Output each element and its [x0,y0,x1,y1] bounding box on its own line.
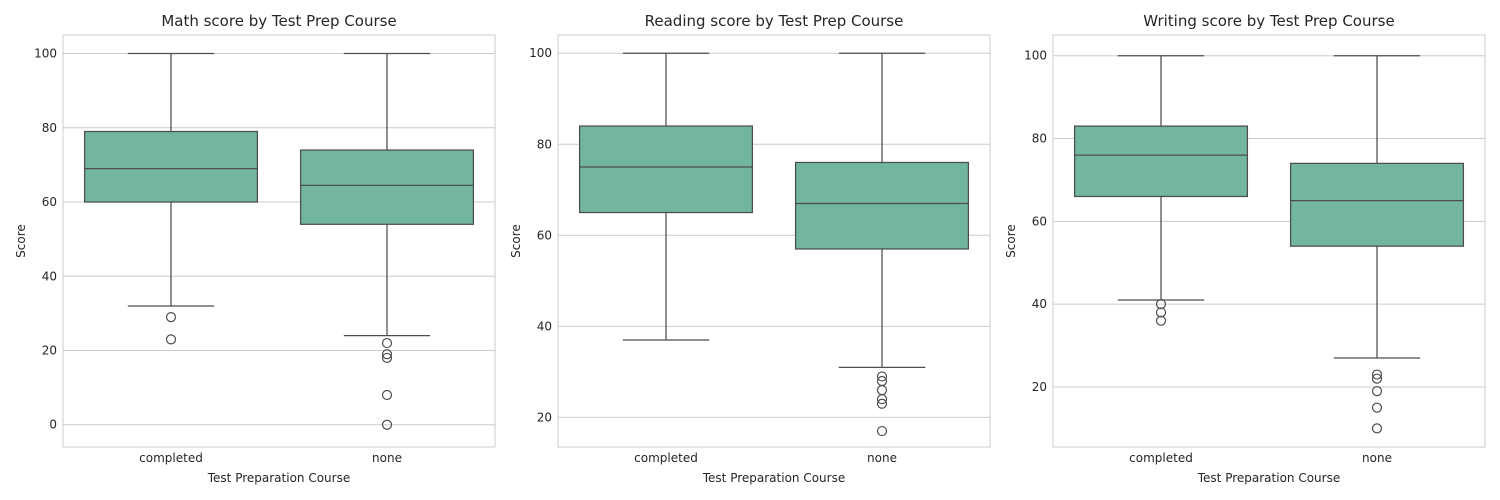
y-tick-label: 60 [1032,214,1047,228]
y-tick-label: 80 [537,137,552,151]
iqr-box-none [1289,162,1465,247]
outlier-point [876,398,888,409]
chart-title: Math score by Test Prep Course [161,12,396,30]
iqr-box-none [794,161,970,250]
x-tick-label: completed [634,451,698,465]
outlier-point [381,337,393,349]
outlier-point [1155,307,1167,318]
panel-1: 0 20 40 60 80 100 completed none Math score by T… [14,12,496,485]
y-axis-label: Score [14,224,28,258]
y-axis-label: Score [509,224,523,258]
y-tick-label: 100 [529,46,552,60]
chart-title: Reading score by Test Prep Course [645,12,904,30]
outlier-point [165,334,177,345]
y-tick-label: 40 [1032,297,1047,311]
outlier-point [1371,373,1383,384]
outlier-point [1371,386,1383,397]
y-tick-label: 40 [42,269,57,283]
outlier-point [1371,423,1383,434]
outlier-point [876,425,888,437]
outlier-point [876,394,888,405]
y-tick-label: 80 [42,121,57,135]
panel-2: 20 40 60 80 100 completed none Reading score by… [509,12,991,485]
outlier-point [1371,369,1383,380]
x-axis-label: Test Preparation Course [207,471,350,485]
outlier-point [381,349,393,360]
x-tick-label: completed [1129,451,1193,465]
panel-3: 20 40 60 80 100 completed none Writing score by… [1004,12,1486,485]
outlier-point [1155,315,1167,326]
axes-frame [557,34,991,448]
y-tick-label: 80 [1032,132,1047,146]
outlier-point [381,389,393,401]
iqr-box-completed [83,130,259,203]
y-tick-label: 20 [537,410,552,424]
axes-frame [62,34,496,448]
outlier-point [165,311,177,323]
x-tick-label: none [1362,451,1392,465]
iqr-box-completed [1073,125,1249,198]
y-tick-label: 20 [1032,380,1047,394]
outlier-point [1155,299,1167,310]
x-axis-label: Test Preparation Course [1197,471,1340,485]
outlier-point [876,371,888,382]
outlier-point [1371,402,1383,413]
outlier-point [381,419,393,430]
x-tick-label: none [372,451,402,465]
y-tick-label: 60 [42,195,57,209]
y-tick-label: 100 [1024,49,1047,63]
y-tick-label: 40 [537,319,552,333]
chart-title: Writing score by Test Prep Course [1143,12,1394,30]
y-tick-label: 0 [49,418,57,432]
y-tick-label: 20 [42,343,57,357]
y-tick-label: 60 [537,228,552,242]
axes-frame [1052,34,1486,448]
y-axis-label: Score [1004,224,1018,258]
iqr-box-completed [578,125,754,214]
x-tick-label: none [867,451,897,465]
outlier-point [876,384,888,396]
iqr-box-none [299,149,475,225]
y-tick-label: 100 [34,47,57,61]
outlier-point [381,352,393,364]
x-tick-label: completed [139,451,203,465]
x-axis-label: Test Preparation Course [702,471,845,485]
